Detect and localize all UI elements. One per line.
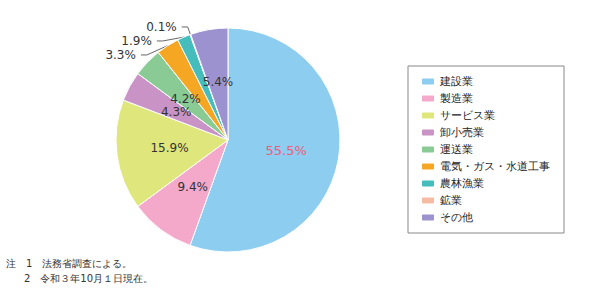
svg-text:その他: その他 <box>440 211 473 224</box>
svg-text:1.9%: 1.9% <box>121 34 152 48</box>
svg-text:5.4%: 5.4% <box>203 75 234 89</box>
svg-text:電気・ガス・水道工事: 電気・ガス・水道工事 <box>440 160 550 173</box>
svg-text:注 1 法務省調査による。: 注 1 法務省調査による。 <box>6 258 132 269</box>
svg-text:製造業: 製造業 <box>440 92 473 105</box>
svg-text:4.3%: 4.3% <box>161 105 192 119</box>
svg-text:卸小売業: 卸小売業 <box>440 126 484 139</box>
svg-text:運送業: 運送業 <box>440 143 473 156</box>
svg-text:55.5%: 55.5% <box>265 143 306 158</box>
svg-text:3.3%: 3.3% <box>105 48 136 62</box>
svg-text:サービス業: サービス業 <box>440 109 495 122</box>
svg-text:鉱業: 鉱業 <box>440 194 462 207</box>
svg-text:15.9%: 15.9% <box>150 141 188 155</box>
svg-text:2 令和３年10月１日現在。: 2 令和３年10月１日現在。 <box>24 273 153 284</box>
svg-text:農林漁業: 農林漁業 <box>440 177 484 190</box>
svg-text:0.1%: 0.1% <box>146 20 177 34</box>
svg-text:9.4%: 9.4% <box>177 180 208 194</box>
svg-text:4.2%: 4.2% <box>170 92 201 106</box>
svg-text:建設業: 建設業 <box>439 75 473 88</box>
